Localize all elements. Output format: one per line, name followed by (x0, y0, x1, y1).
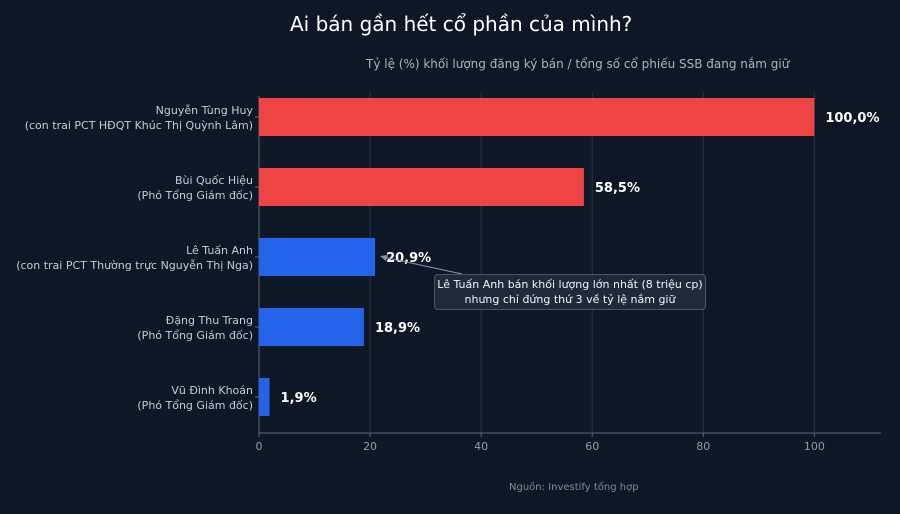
annotation-arrow-head (380, 255, 388, 261)
bar-5 (259, 378, 270, 416)
x-tick-label-0: 0 (256, 440, 263, 453)
category-role-5: (Phó Tổng Giám đốc) (137, 399, 253, 412)
category-name-3: Lê Tuấn Anh (186, 244, 253, 257)
value-label-2: 58,5% (595, 181, 640, 196)
annotation-line-2: nhưng chỉ đứng thứ 3 về tỷ lệ nắm giữ (464, 293, 676, 306)
chart-title: Ai bán gần hết cổ phần của mình? (290, 12, 633, 36)
x-tick-label-80: 80 (696, 440, 710, 453)
annotation-line-1: Lê Tuấn Anh bán khối lượng lớn nhất (8 t… (437, 278, 703, 291)
x-tick-label-20: 20 (363, 440, 377, 453)
x-tick-label-60: 60 (585, 440, 599, 453)
value-label-4: 18,9% (375, 321, 420, 336)
source-note: Nguồn: Investify tổng hợp (509, 482, 639, 493)
chart-subtitle: Tỷ lệ (%) khối lượng đăng ký bán / tổng … (366, 57, 790, 71)
bar-2 (259, 168, 584, 206)
bar-1 (259, 98, 815, 136)
category-name-2: Bùi Quốc Hiệu (175, 174, 253, 187)
bar-4 (259, 308, 364, 346)
category-role-2: (Phó Tổng Giám đốc) (137, 189, 253, 202)
value-label-5: 1,9% (281, 391, 317, 406)
value-label-1: 100,0% (825, 111, 879, 126)
category-role-4: (Phó Tổng Giám đốc) (137, 329, 253, 342)
bar-3 (259, 238, 376, 276)
category-name-1: Nguyễn Tùng Huy (156, 104, 254, 117)
x-tick-label-100: 100 (804, 440, 825, 453)
annotation-arrow-line (382, 256, 463, 275)
x-tick-label-40: 40 (474, 440, 488, 453)
annotation-box: Lê Tuấn Anh bán khối lượng lớn nhất (8 t… (434, 274, 706, 310)
value-label-3: 20,9% (386, 251, 431, 266)
category-role-3: (con trai PCT Thường trực Nguyễn Thị Nga… (16, 259, 253, 272)
category-name-5: Vũ Đình Khoán (171, 384, 253, 397)
category-name-4: Đặng Thu Trang (166, 314, 253, 327)
category-role-1: (con trai PCT HĐQT Khúc Thị Quỳnh Lâm) (25, 119, 253, 132)
